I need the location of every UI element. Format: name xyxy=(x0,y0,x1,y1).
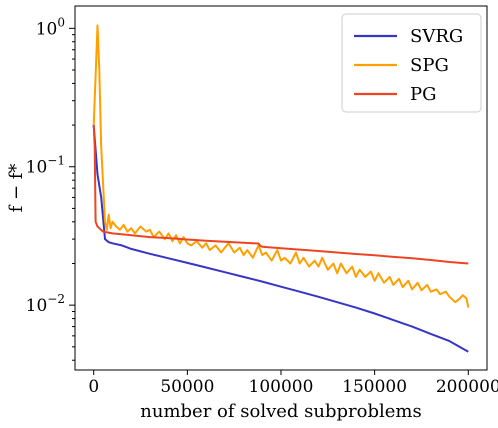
x-tick-label: 100000 xyxy=(249,377,314,397)
legend-label-pg: PG xyxy=(410,84,437,105)
x-axis: 0 50000 100000 150000 200000 xyxy=(88,370,498,397)
y-axis-label: f − f* xyxy=(6,164,27,213)
y-tick-label: 10−1 xyxy=(26,154,65,178)
x-tick-label: 200000 xyxy=(436,377,498,397)
x-tick-label: 150000 xyxy=(342,377,407,397)
legend: SVRG SPG PG xyxy=(341,13,482,113)
legend-box xyxy=(341,13,482,113)
series-layer xyxy=(92,24,470,353)
y-tick-label: 100 xyxy=(36,15,65,39)
series-line-pg xyxy=(92,125,469,265)
y-axis: 100 10−1 10−2 xyxy=(26,15,75,361)
x-axis-label: number of solved subproblems xyxy=(140,401,421,422)
legend-label-svrg: SVRG xyxy=(410,26,463,47)
x-tick-label: 0 xyxy=(88,377,99,397)
series-line-svrg xyxy=(92,125,469,353)
y-tick-label: 10−2 xyxy=(26,292,65,316)
legend-label-spg: SPG xyxy=(410,55,449,76)
x-tick-label: 50000 xyxy=(160,377,214,397)
series-line-spg xyxy=(92,24,470,308)
